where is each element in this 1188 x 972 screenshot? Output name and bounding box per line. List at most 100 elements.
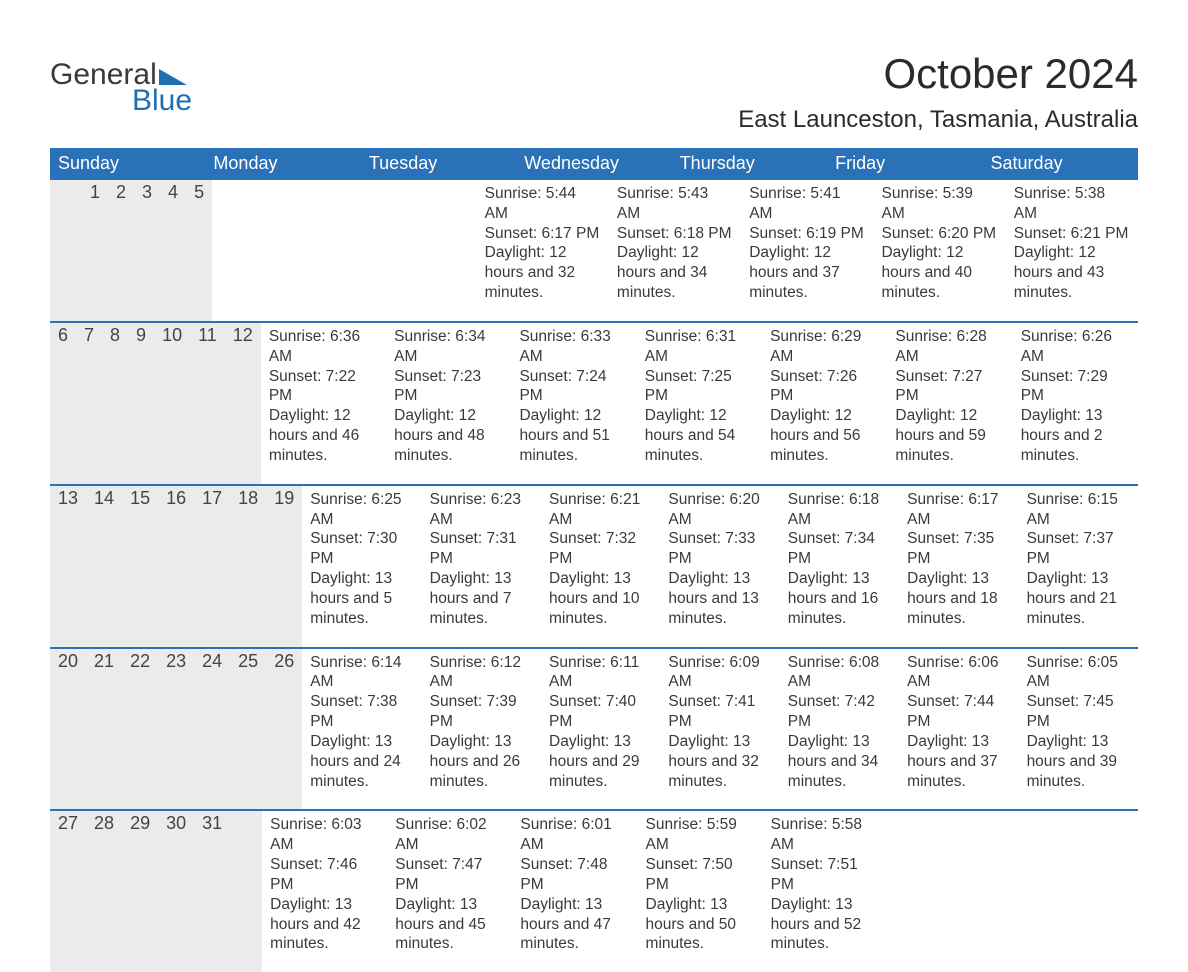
day-cell: Sunrise: 6:06 AMSunset: 7:44 PMDaylight:…: [899, 649, 1018, 810]
sunset-text: Sunset: 7:23 PM: [394, 367, 503, 407]
daylight-text: Daylight: 12 hours and 59 minutes.: [895, 406, 1004, 465]
sunset-text: Sunset: 7:24 PM: [519, 367, 628, 407]
day-cell: Sunrise: 6:14 AMSunset: 7:38 PMDaylight:…: [302, 649, 421, 810]
day-number: 28: [86, 811, 122, 972]
weekday-header: Friday: [827, 148, 982, 180]
daylight-text: Daylight: 13 hours and 16 minutes.: [788, 569, 891, 628]
day-cell: Sunrise: 6:17 AMSunset: 7:35 PMDaylight:…: [899, 486, 1018, 647]
sunrise-text: Sunrise: 6:02 AM: [395, 815, 504, 855]
day-number-row: 2728293031: [50, 811, 262, 972]
sunset-text: Sunset: 7:38 PM: [310, 692, 413, 732]
sunset-text: Sunset: 7:29 PM: [1021, 367, 1130, 407]
day-cell: Sunrise: 6:03 AMSunset: 7:46 PMDaylight:…: [262, 811, 387, 972]
sunrise-text: Sunrise: 6:34 AM: [394, 327, 503, 367]
day-cell: [212, 180, 344, 321]
header: General Blue October 2024 East Launcesto…: [50, 50, 1138, 134]
day-cell: Sunrise: 6:36 AMSunset: 7:22 PMDaylight:…: [261, 323, 386, 484]
daylight-text: Daylight: 13 hours and 42 minutes.: [270, 895, 379, 954]
sunrise-text: Sunrise: 6:20 AM: [668, 490, 771, 530]
day-cell: Sunrise: 6:31 AMSunset: 7:25 PMDaylight:…: [637, 323, 762, 484]
day-cell: [888, 811, 1013, 972]
sunset-text: Sunset: 7:48 PM: [520, 855, 629, 895]
daylight-text: Daylight: 13 hours and 37 minutes.: [907, 732, 1010, 791]
day-number: 22: [122, 649, 158, 810]
sunrise-text: Sunrise: 6:29 AM: [770, 327, 879, 367]
daylight-text: Daylight: 13 hours and 32 minutes.: [668, 732, 771, 791]
daylight-text: Daylight: 13 hours and 18 minutes.: [907, 569, 1010, 628]
day-cell: Sunrise: 6:23 AMSunset: 7:31 PMDaylight:…: [422, 486, 541, 647]
sunset-text: Sunset: 6:19 PM: [749, 224, 865, 244]
weekday-header: Saturday: [983, 148, 1138, 180]
weeks-container: 12345 Sunrise: 5:44 AMSunset: 6:17 PMDayl…: [50, 180, 1138, 972]
weekday-header: Thursday: [672, 148, 827, 180]
day-number: 20: [50, 649, 86, 810]
sunset-text: Sunset: 6:18 PM: [617, 224, 733, 244]
day-number: [66, 180, 82, 321]
sunrise-text: Sunrise: 6:03 AM: [270, 815, 379, 855]
daylight-text: Daylight: 13 hours and 34 minutes.: [788, 732, 891, 791]
daylight-text: Daylight: 12 hours and 40 minutes.: [881, 243, 997, 302]
day-cell: Sunrise: 6:02 AMSunset: 7:47 PMDaylight:…: [387, 811, 512, 972]
sunrise-text: Sunrise: 6:11 AM: [549, 653, 652, 693]
day-cell: Sunrise: 6:29 AMSunset: 7:26 PMDaylight:…: [762, 323, 887, 484]
month-title: October 2024: [738, 50, 1138, 98]
day-cell: Sunrise: 5:38 AMSunset: 6:21 PMDaylight:…: [1006, 180, 1138, 321]
day-number: 17: [194, 486, 230, 647]
day-number: 24: [194, 649, 230, 810]
day-body-row: Sunrise: 6:36 AMSunset: 7:22 PM Daylight:…: [261, 323, 1138, 484]
day-body-row: Sunrise: 6:25 AMSunset: 7:30 PMDaylight:…: [302, 486, 1138, 647]
daylight-text: Daylight: 13 hours and 13 minutes.: [668, 569, 771, 628]
sunrise-text: Sunrise: 5:44 AM: [485, 184, 601, 224]
day-number-row: 12345: [50, 180, 212, 321]
sunrise-text: Sunrise: 6:18 AM: [788, 490, 891, 530]
day-body-row: Sunrise: 6:03 AMSunset: 7:46 PMDaylight:…: [262, 811, 1138, 972]
weekday-header: Tuesday: [361, 148, 516, 180]
day-number: 5: [186, 180, 212, 321]
day-cell: Sunrise: 5:39 AMSunset: 6:20 PMDaylight:…: [873, 180, 1005, 321]
sunrise-text: Sunrise: 6:05 AM: [1027, 653, 1130, 693]
daylight-text: Daylight: 13 hours and 10 minutes.: [549, 569, 652, 628]
sunrise-text: Sunrise: 6:08 AM: [788, 653, 891, 693]
sunrise-text: Sunrise: 6:15 AM: [1027, 490, 1130, 530]
daylight-text: Daylight: 13 hours and 26 minutes.: [430, 732, 533, 791]
day-number-row: 20212223242526: [50, 649, 302, 810]
calendar-week: 13141516171819Sunrise: 6:25 AMSunset: 7:…: [50, 484, 1138, 647]
sunrise-text: Sunrise: 5:59 AM: [646, 815, 755, 855]
day-number: 4: [160, 180, 186, 321]
sunrise-text: Sunrise: 6:01 AM: [520, 815, 629, 855]
sunset-text: Sunset: 7:40 PM: [549, 692, 652, 732]
sunset-text: Sunset: 7:22 PM: [269, 367, 378, 407]
daylight-text: Daylight: 13 hours and 52 minutes.: [771, 895, 880, 954]
sunrise-text: Sunrise: 6:36 AM: [269, 327, 378, 367]
brand-word-blue: Blue: [132, 84, 192, 118]
sunrise-text: Sunrise: 6:31 AM: [645, 327, 754, 367]
day-number: 9: [128, 323, 154, 484]
sunset-text: Sunset: 7:51 PM: [771, 855, 880, 895]
sunset-text: Sunset: 7:34 PM: [788, 529, 891, 569]
day-number: 1: [82, 180, 108, 321]
sunrise-text: Sunrise: 5:39 AM: [881, 184, 997, 224]
daylight-text: Daylight: 12 hours and 32 minutes.: [485, 243, 601, 302]
sunrise-text: Sunrise: 6:17 AM: [907, 490, 1010, 530]
day-number: 19: [266, 486, 302, 647]
sunrise-text: Sunrise: 6:21 AM: [549, 490, 652, 530]
day-cell: Sunrise: 6:09 AMSunset: 7:41 PMDaylight:…: [660, 649, 779, 810]
sunset-text: Sunset: 7:42 PM: [788, 692, 891, 732]
location-subtitle: East Launceston, Tasmania, Australia: [738, 106, 1138, 134]
daylight-text: Daylight: 12 hours and 43 minutes.: [1014, 243, 1130, 302]
day-cell: Sunrise: 6:11 AMSunset: 7:40 PMDaylight:…: [541, 649, 660, 810]
daylight-text: Daylight: 12 hours and 51 minutes.: [519, 406, 628, 465]
day-cell: Sunrise: 6:21 AMSunset: 7:32 PMDaylight:…: [541, 486, 660, 647]
sunrise-text: Sunrise: 5:43 AM: [617, 184, 733, 224]
day-cell: [1013, 811, 1138, 972]
day-number: 30: [158, 811, 194, 972]
day-cell: Sunrise: 6:01 AMSunset: 7:48 PMDaylight:…: [512, 811, 637, 972]
day-body-row: Sunrise: 6:14 AMSunset: 7:38 PMDaylight:…: [302, 649, 1138, 810]
daylight-text: Daylight: 12 hours and 54 minutes.: [645, 406, 754, 465]
day-number: 6: [50, 323, 76, 484]
title-block: October 2024 East Launceston, Tasmania, …: [738, 50, 1138, 134]
day-cell: Sunrise: 5:44 AMSunset: 6:17 PMDaylight:…: [477, 180, 609, 321]
day-number: 16: [158, 486, 194, 647]
day-number: 3: [134, 180, 160, 321]
daylight-text: Daylight: 13 hours and 21 minutes.: [1027, 569, 1130, 628]
